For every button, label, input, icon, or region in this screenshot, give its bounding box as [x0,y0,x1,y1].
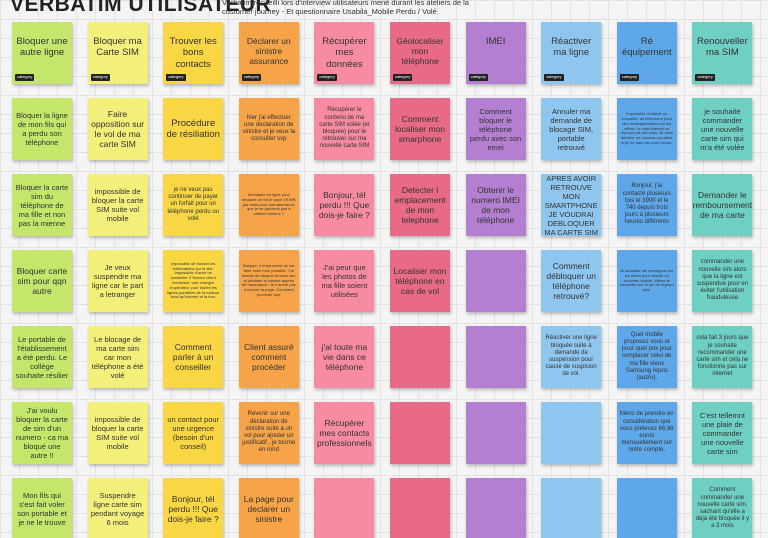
sticky-note: APRES AVOIR RETROUVE MON SMARTPHONE JE V… [541,174,602,236]
sticky-note [541,402,602,464]
sticky-note: impossible de bloquer la carte SIM suite… [87,402,148,464]
sticky-note: Ré équipement category [616,22,677,84]
sticky-note [465,326,526,388]
sticky-note [465,250,526,312]
sticky-note: Comment commander une nouvelle carte sim… [692,478,753,538]
sticky-note: Bonjour, tél perdu !!! Que dois-je faire… [163,478,224,538]
sticky-note: Detecter l emplacement de mon telephone [390,174,450,236]
sticky-note: Le portable de l'établissement a été per… [12,326,72,388]
sticky-note: je souhaite commander une nouvelle carte… [692,98,753,160]
sticky-note: impossible de trouver les informations s… [163,250,224,312]
category-tag: category [619,74,640,81]
category-tag: category [544,74,564,81]
sticky-note [616,478,677,538]
sticky-note: Comment débloquer un téléphone retrouvé? [541,250,602,312]
sticky-note: Récupérer le contenu de ma carte SIM vol… [314,98,375,160]
sticky-note: Renouveller ma SIM category [692,22,753,84]
sticky-note [390,402,450,464]
sticky-note: Trouver les bons contacts category [163,22,224,84]
sticky-note: Obtenir le numero IMEI de mon téléphone [465,174,526,236]
sticky-note: un contact pour une urgence (besoin d'un… [163,402,224,464]
sticky-note [390,326,450,388]
sticky-note: Le blocage de ma carte sim car mon télép… [87,326,148,388]
sticky-note: Bloquer la carte sim du téléphone de ma … [12,174,72,236]
sticky-note: Localiser mon téléphone en cas de vol [390,250,450,312]
sticky-note: IMEI category [465,22,526,84]
sticky-note: hier j'ai effectuer une declaration de s… [238,98,299,160]
title: VERBATIM UTILISATEUR [10,0,272,16]
sticky-note: Je veux suspendre ma ligne car le part a… [87,250,148,312]
sticky-note: Client assuré comment procéder [238,326,299,388]
sticky-note: j'ai toute ma vie dans ce téléphone [314,326,375,388]
sticky-note: je ne veux pas continuer de payer un for… [163,174,224,236]
category-tag: category [695,74,715,81]
sticky-note: Merci de prendre en considération que vo… [616,402,677,464]
sticky-note: Réactiver ma ligne category [541,22,602,84]
sticky-note: Annuler ma demande de blocage SIM, porta… [541,98,602,160]
sticky-note: Comment parler à un conseiller [163,326,224,388]
sticky-note: Récupérer mes contacts professionnels [314,402,375,464]
sticky-note: Quel mobile proposez vous et pour quel p… [616,326,677,388]
sticky-note: Suspendre ligne carte sim pendant voyage… [87,478,148,538]
sticky-note: Réactiver une ligne bloquée suite à dema… [541,326,602,388]
sticky-note: Déclarer un sinistre assurance category [238,22,299,84]
sticky-note: Procédure de résiliation [163,98,224,160]
sticky-note: Comment bloquer le téléphone perdu avec … [465,98,526,160]
sticky-note: Mon fils qui s'est fait voler son portab… [12,478,72,538]
category-tag: category [15,74,35,81]
category-tag: category [241,74,262,81]
sticky-note [465,478,526,538]
sticky-note: commander une nouvelle sim alors que la … [692,250,753,312]
sticky-note: J'ai voulu bloquer la carte de sim d'un … [12,402,72,464]
sticky-note: formulaire en ligne pour déclarer un vol… [238,174,299,236]
sticky-note: Récupérer mes données category [314,22,375,84]
sticky-note: Bloquer ma Carte SIM category [87,22,148,84]
sticky-note: Bloquer une autre ligne category [12,22,72,84]
sticky-note: Bloquer carte sim pour qqn autre [12,250,72,312]
sticky-note [314,478,375,538]
sticky-note: impossible de bloquer la carte SIM suite… [87,174,148,236]
sticky-note [541,478,602,538]
sticky-note [465,402,526,464]
sticky-note: Bonjour, j'ai contacté plusieurs fois le… [616,174,677,236]
sticky-note: cela fait 3 jours que je souhaite recomm… [692,326,753,388]
sticky-note: Demander le remboursement de ma carte [692,174,753,236]
sticky-note: Géolocaliser mon téléphone category [390,22,450,84]
sticky-note [390,478,450,538]
category-tag: category [393,74,413,81]
sticky-note: Revenir sur une déclaration de sinistre … [238,402,299,464]
sticky-note: C'est tellemnt une plaie de commander un… [692,402,753,464]
sticky-note: La page pour declarer un sinistre [238,478,299,538]
subtitle: Verbatim recueilli lors d'interview util… [222,0,469,16]
sticky-note: Faire opposition sur le vol de ma carte … [87,98,148,160]
sticky-note: Comment localiser mon smarphone [390,98,450,160]
sticky-note: Impossible d'obtenir un conseiller au té… [616,98,677,160]
category-tag: category [90,74,110,81]
sticky-note: Bloquer la ligne de mon fils qui a perdu… [12,98,72,160]
sticky-note: J'ai peur que les photos de ma fille soi… [314,250,375,312]
sticky-note: Je souhaite me renseigner sur les offres… [616,250,677,312]
category-tag: category [166,74,186,81]
sticky-note: Bonjour, il m'est arrivé de me faire vol… [238,250,299,312]
category-tag: category [468,74,488,81]
category-tag: category [317,74,337,81]
sticky-note: Bonjour, tél perdu !!! Que dois-je faire… [314,174,375,236]
